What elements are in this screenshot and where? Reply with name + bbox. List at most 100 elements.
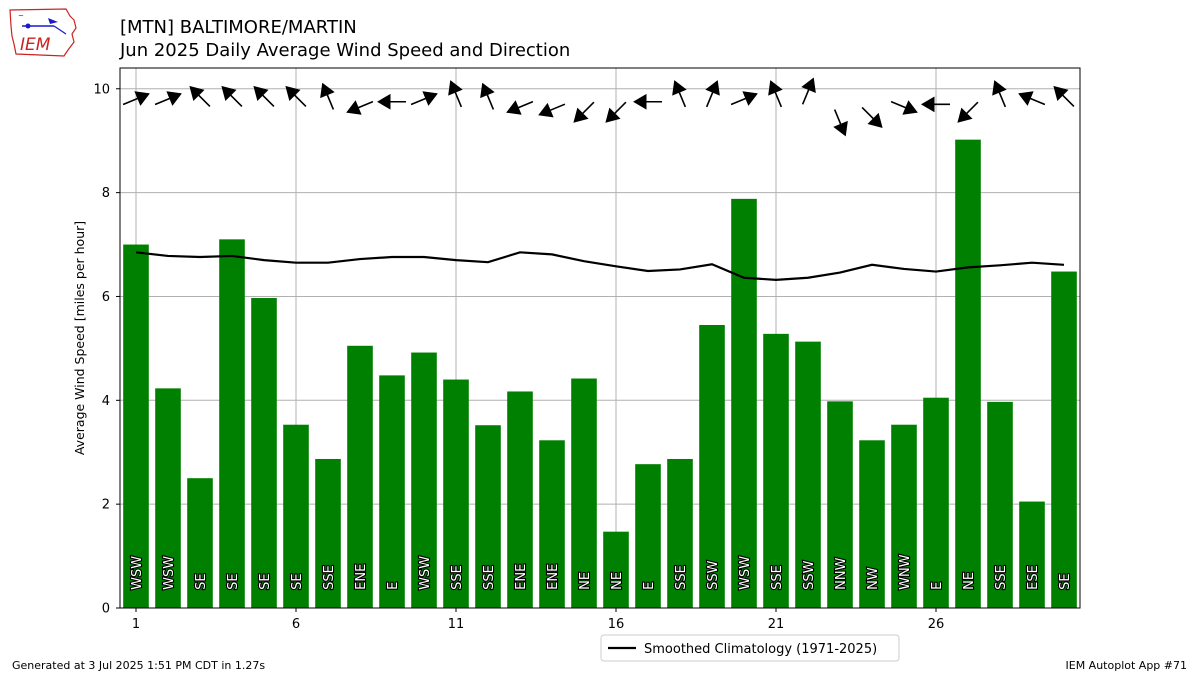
wind-arrow-shaft: [485, 92, 495, 110]
svg-text:~: ~: [18, 12, 24, 20]
bar-day-17: [635, 464, 661, 608]
x-tick-label: 26: [928, 617, 945, 632]
wind-arrow-day-20: [730, 91, 758, 106]
footer-generated: Generated at 3 Jul 2025 1:51 PM CDT in 1…: [12, 659, 266, 672]
x-tick-label: 11: [448, 617, 465, 632]
wind-arrow-head: [902, 100, 918, 115]
wind-arrow-day-5: [253, 85, 275, 108]
wind-arrow-shaft: [1027, 96, 1046, 106]
wind-arrow-head: [320, 82, 335, 99]
wind-arrow-day-24: [861, 106, 883, 128]
wind-arrow-shaft: [1060, 93, 1075, 108]
bar-day-30: [1051, 271, 1077, 608]
wind-arrow-shaft: [801, 87, 811, 105]
wind-arrow-shaft: [580, 101, 595, 116]
wind-arrow-shaft: [325, 92, 335, 110]
wind-arrow-head: [285, 85, 301, 102]
direction-label-day-11: SSE: [450, 565, 465, 590]
x-tick-label: 21: [768, 617, 785, 632]
logo-text: IEM: [20, 35, 51, 55]
wind-arrow-day-8: [346, 100, 374, 115]
direction-label-day-20: WSW: [738, 556, 753, 590]
bar-day-27: [955, 139, 981, 608]
direction-label-day-22: SSW: [802, 560, 817, 590]
wind-arrow-day-30: [1053, 85, 1075, 108]
wind-arrow-head: [1018, 91, 1034, 106]
y-tick-label: 2: [102, 498, 110, 513]
direction-label-day-6: SE: [290, 573, 305, 589]
direction-label-day-29: ESE: [1026, 565, 1041, 590]
direction-label-day-16: NE: [610, 572, 625, 590]
bar-day-24: [859, 440, 885, 608]
direction-label-day-25: WNW: [898, 554, 913, 590]
bar-day-19: [699, 325, 725, 608]
wind-arrow-head: [253, 85, 269, 102]
climatology-layer: [135, 251, 1065, 281]
chart-subtitle: Jun 2025 Daily Average Wind Speed and Di…: [120, 40, 571, 61]
wind-arrow-shaft: [453, 89, 463, 108]
x-tick-label: 16: [608, 617, 625, 632]
wind-arrow-head: [992, 80, 1007, 96]
y-axis-label: Average Wind Speed [miles per hour]: [72, 221, 87, 455]
wind-arrow-head: [742, 91, 758, 106]
wind-arrow-day-11: [448, 80, 463, 108]
bar-day-18: [667, 458, 693, 608]
wind-arrow-head: [768, 80, 783, 96]
wind-arrow-shaft: [228, 93, 243, 108]
wind-arrow-day-12: [480, 82, 495, 110]
wind-arrow-day-14: [538, 102, 566, 118]
wind-arrow-shaft: [292, 93, 307, 108]
direction-label-day-3: SE: [194, 573, 209, 589]
wind-arrow-head: [833, 120, 848, 137]
wind-arrow-shaft: [833, 109, 843, 127]
direction-label-day-24: NW: [866, 567, 881, 590]
bar-day-25: [891, 424, 917, 608]
direction-label-day-12: SSE: [482, 565, 497, 590]
bar-day-29: [1019, 501, 1045, 608]
wind-arrow-shaft: [547, 103, 566, 112]
wind-arrow-head: [633, 93, 647, 110]
direction-label-day-28: SSE: [994, 565, 1009, 590]
direction-label-day-13: ENE: [514, 564, 529, 590]
bar-day-13: [507, 391, 533, 608]
direction-label-day-2: WSW: [162, 556, 177, 590]
wind-arrow-day-21: [768, 80, 783, 108]
wind-arrow-shaft: [730, 96, 749, 106]
wind-arrow-day-25: [890, 100, 918, 115]
direction-label-day-23: NNW: [834, 557, 849, 589]
direction-label-day-5: SE: [258, 573, 273, 589]
wind-arrow-shaft: [861, 106, 876, 121]
wind-arrow-head: [346, 100, 362, 115]
bar-day-7: [315, 458, 341, 608]
bar-day-15: [571, 378, 597, 608]
bar-day-16: [603, 531, 629, 608]
wind-arrow-head: [672, 80, 687, 96]
wind-arrow-head: [448, 80, 463, 96]
wind-arrow-day-22: [801, 77, 816, 105]
bar-layer: [123, 139, 1077, 609]
wind-arrow-head: [506, 100, 522, 115]
y-tick-label: 10: [93, 82, 110, 97]
wind-arrow-day-17: [633, 93, 662, 110]
wind-arrow-head: [480, 82, 495, 99]
wind-arrow-head: [1053, 85, 1069, 102]
direction-label-day-21: SSE: [770, 565, 785, 590]
legend-label: Smoothed Climatology (1971-2025): [644, 642, 877, 657]
wind-arrow-day-9: [377, 93, 406, 110]
direction-label-day-10: WSW: [418, 556, 433, 590]
wind-arrow-day-6: [285, 85, 307, 108]
wind-arrow-head: [705, 80, 720, 96]
y-tick-label: 8: [102, 186, 110, 201]
bar-day-21: [763, 333, 789, 608]
wind-arrow-head: [538, 102, 554, 118]
bar-day-3: [187, 478, 213, 608]
wind-arrow-shaft: [122, 96, 141, 106]
wind-arrow-head: [921, 96, 935, 113]
wind-arrow-day-28: [992, 80, 1007, 108]
direction-label-day-27: NE: [962, 572, 977, 590]
wind-arrow-day-3: [189, 85, 211, 108]
wind-arrow-shaft: [196, 93, 211, 108]
direction-label-layer: WSW WSW SE SE SE SE SSE ENE E WSW SSE SSE ENE ENE NE NE…: [129, 553, 1074, 591]
legend-box: [600, 634, 900, 662]
wind-arrow-head: [134, 91, 150, 106]
